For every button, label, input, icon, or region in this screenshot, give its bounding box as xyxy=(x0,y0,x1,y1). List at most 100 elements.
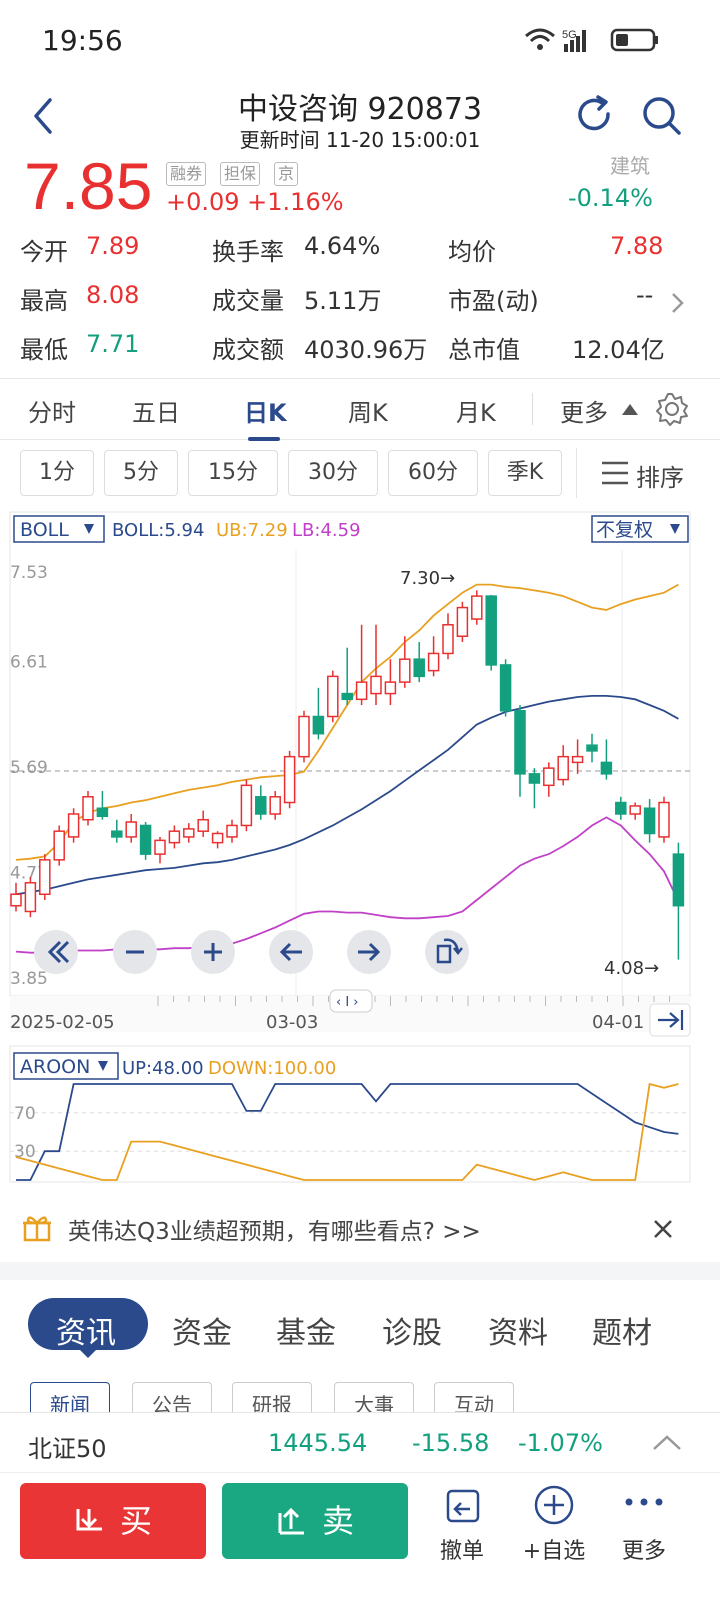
interval-quarter-k[interactable]: 季K xyxy=(488,450,562,496)
subtab-interaction[interactable]: 互动 xyxy=(434,1382,514,1412)
zoom-out-button[interactable] xyxy=(113,930,157,974)
zoom-in-button[interactable] xyxy=(191,930,235,974)
date-label-mid: 03-03 xyxy=(266,1012,318,1033)
signal-icon xyxy=(564,30,586,52)
wifi-icon xyxy=(525,28,555,50)
candle xyxy=(96,791,109,820)
list-icon[interactable] xyxy=(600,460,630,486)
tab-weekly-k[interactable]: 周K xyxy=(348,399,388,427)
stat-label: 均价 xyxy=(448,238,496,266)
caret-up-icon[interactable] xyxy=(620,401,640,417)
arrow-left-icon xyxy=(279,942,302,962)
add-watchlist-icon[interactable] xyxy=(532,1483,576,1527)
adjust-selector-label[interactable]: 不复权 xyxy=(596,519,653,541)
candle xyxy=(111,819,123,843)
subtab-research[interactable]: 研报 xyxy=(232,1382,312,1412)
refresh-icon[interactable] xyxy=(574,94,616,136)
interval-5min[interactable]: 5分 xyxy=(104,450,178,496)
jump-end-button[interactable] xyxy=(649,1003,691,1037)
candle xyxy=(168,825,181,849)
candle xyxy=(211,831,224,849)
sector-change[interactable]: -0.14% xyxy=(568,184,653,212)
candle xyxy=(370,624,382,706)
subtab-news[interactable]: 新闻 xyxy=(30,1382,110,1412)
chevron-right-icon[interactable] xyxy=(668,290,688,316)
adjust-selector[interactable] xyxy=(591,515,689,543)
pan-left-button[interactable] xyxy=(269,930,313,974)
interval-15min[interactable]: 15分 xyxy=(188,450,278,496)
tab-five-day[interactable]: 五日 xyxy=(132,399,180,427)
news-notice[interactable]: 英伟达Q3业绩超预期，有哪些看点? >> xyxy=(0,1196,720,1262)
tab-funds[interactable]: 资金 xyxy=(172,1316,232,1351)
sector-label[interactable]: 建筑 xyxy=(610,154,650,178)
sell-button[interactable]: 卖 xyxy=(222,1483,408,1559)
battery-icon xyxy=(610,28,658,52)
candle xyxy=(327,670,339,723)
close-icon[interactable] xyxy=(652,1218,674,1240)
index-ticker[interactable]: 北证50 1445.54 -15.58 -1.07% xyxy=(0,1412,720,1472)
sell-label: 卖 xyxy=(322,1502,355,1540)
pan-right-button[interactable] xyxy=(347,930,391,974)
y-tick-label: 7.53 xyxy=(10,563,48,583)
dropdown-icon xyxy=(98,1061,108,1071)
date-label-start: 2025-02-05 xyxy=(10,1012,115,1033)
plus-icon xyxy=(204,943,222,961)
stat-value: 8.08 xyxy=(86,281,140,309)
notice-text[interactable]: 英伟达Q3业绩超预期，有哪些看点? >> xyxy=(68,1219,481,1245)
period-tabs: 分时 五日 日K 周K 月K 更多 xyxy=(0,378,720,441)
y-tick-label: 6.61 xyxy=(10,653,48,673)
divider xyxy=(576,448,577,498)
candle xyxy=(312,687,325,740)
tab-news[interactable]: 资讯 xyxy=(56,1316,116,1351)
tab-daily-k[interactable]: 日K xyxy=(244,399,287,427)
more-label[interactable]: 更多 xyxy=(621,1539,666,1564)
tab-theme[interactable]: 题材 xyxy=(592,1316,652,1351)
candle xyxy=(586,733,598,763)
aroon-y-tick: 70 xyxy=(14,1104,36,1124)
buy-button[interactable]: 买 xyxy=(20,1483,206,1559)
candle xyxy=(399,636,411,688)
rotate-button[interactable] xyxy=(425,930,469,974)
aroon-down-value: DOWN:100.00 xyxy=(208,1058,336,1079)
tab-profile[interactable]: 资料 xyxy=(488,1316,548,1351)
cancel-order-icon[interactable] xyxy=(444,1487,482,1525)
boll-bands xyxy=(15,583,680,954)
back-icon[interactable] xyxy=(28,96,58,136)
candle xyxy=(629,802,641,820)
jump-start-button[interactable] xyxy=(34,930,78,974)
scroll-handle[interactable]: ‹ I › xyxy=(329,989,373,1013)
aroon-up-value: UP:48.00 xyxy=(122,1058,204,1079)
update-time: 更新时间 11-20 15:00:01 xyxy=(239,128,481,152)
subtab-announcements[interactable]: 公告 xyxy=(132,1382,212,1412)
stat-label: 最高 xyxy=(20,287,68,315)
search-icon[interactable] xyxy=(640,94,684,138)
more-icon[interactable] xyxy=(624,1495,664,1509)
settings-icon[interactable] xyxy=(654,391,690,427)
tab-fund[interactable]: 基金 xyxy=(276,1316,336,1351)
cancel-order-label[interactable]: 撤单 xyxy=(439,1539,484,1564)
candle xyxy=(442,613,454,660)
interval-1min[interactable]: 1分 xyxy=(20,450,94,496)
interval-30min[interactable]: 30分 xyxy=(288,450,378,496)
candle xyxy=(67,808,80,843)
sort-label[interactable]: 排序 xyxy=(636,464,684,492)
tab-diagnosis[interactable]: 诊股 xyxy=(382,1316,442,1351)
kline-chart[interactable]: BOLL BOLL:5.94 UB:7.29 LB:4.59 不复权 7.53 6… xyxy=(8,510,692,1200)
subtab-events[interactable]: 大事 xyxy=(334,1382,414,1412)
tab-monthly-k[interactable]: 月K xyxy=(456,399,496,427)
candle xyxy=(658,796,670,843)
interval-60min[interactable]: 60分 xyxy=(388,450,478,496)
chevron-up-icon[interactable] xyxy=(652,1433,682,1453)
tab-more[interactable]: 更多 xyxy=(560,399,608,427)
tab-intraday[interactable]: 分时 xyxy=(28,399,76,427)
candle xyxy=(154,836,166,864)
candle xyxy=(514,705,526,797)
aroon-selector-label[interactable]: AROON xyxy=(20,1056,90,1078)
stat-value: 7.88 xyxy=(610,232,664,260)
boll-selector-label[interactable]: BOLL xyxy=(20,519,69,541)
add-watchlist-label[interactable]: +自选 xyxy=(522,1539,586,1564)
title-bar: 中设咨询 920873 更新时间 11-20 15:00:01 xyxy=(0,84,720,154)
band-lb xyxy=(15,816,680,954)
stat-label: 成交量 xyxy=(212,287,284,315)
stat-label: 今开 xyxy=(20,238,68,266)
